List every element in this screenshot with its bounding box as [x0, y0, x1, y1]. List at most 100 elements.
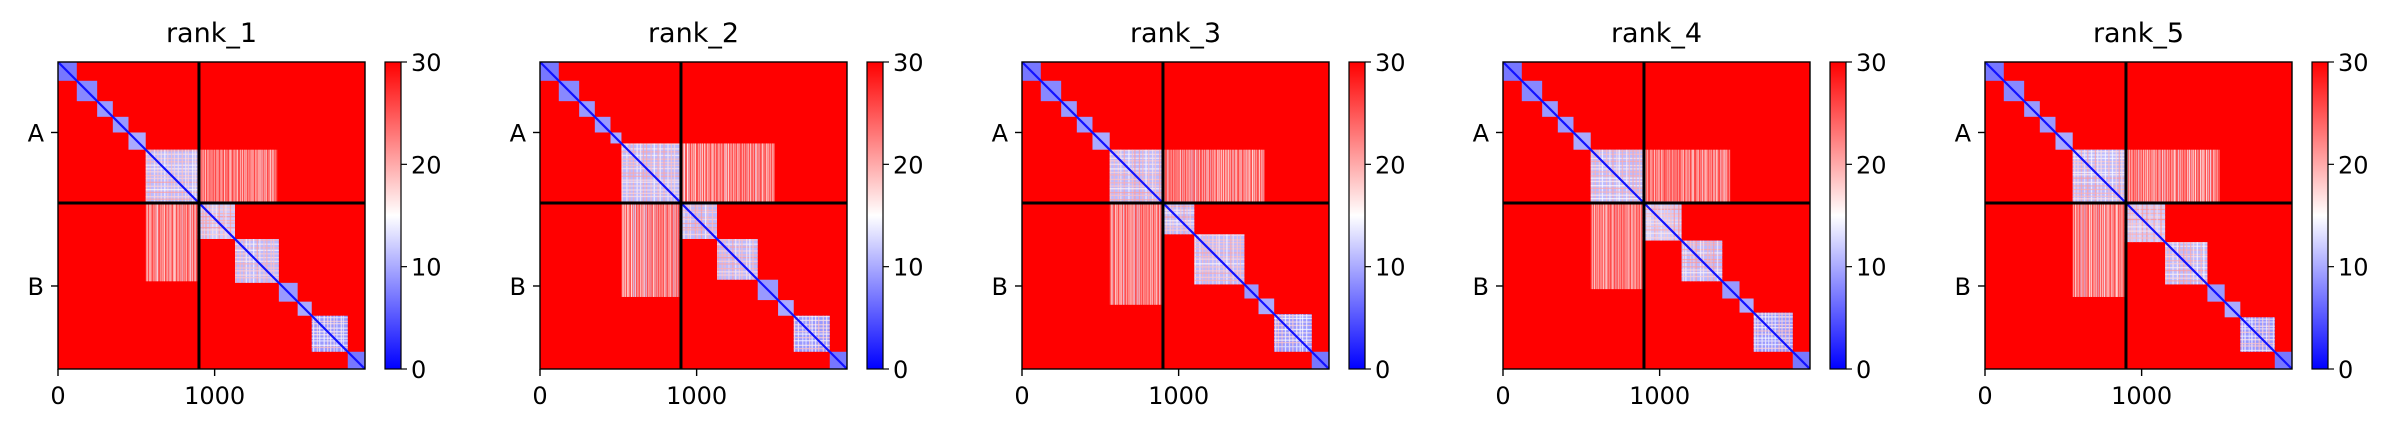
domain-texture [1784, 312, 1787, 352]
interaction-stripe [2159, 149, 2161, 202]
colorbar-tick-label: 20 [893, 151, 924, 179]
interaction-stripe [1209, 149, 1212, 202]
domain-texture [1710, 240, 1712, 282]
interaction-stripe [2090, 201, 2092, 297]
domain-texture [2124, 216, 2166, 218]
colorbar-tick-label: 20 [411, 151, 442, 179]
domain-texture [728, 238, 730, 280]
interaction-stripe [730, 143, 732, 202]
colorbar-tick-label: 0 [893, 356, 908, 384]
interaction-stripe [661, 201, 663, 297]
interaction-stripe [2084, 201, 2086, 297]
domain-texture [1635, 149, 1637, 202]
domain-texture [1109, 160, 1162, 162]
interaction-stripe [1696, 149, 1698, 202]
domain-texture [234, 277, 279, 279]
interaction-stripe [2075, 201, 2077, 297]
interaction-stripe [179, 201, 181, 282]
interaction-stripe [229, 149, 231, 202]
domain-texture [1693, 240, 1695, 282]
domain-texture [716, 250, 758, 252]
domain-texture [311, 344, 348, 346]
domain-texture [2121, 149, 2123, 202]
interaction-stripe [2181, 149, 2183, 202]
interaction-stripe [627, 201, 629, 297]
domain-texture [145, 198, 198, 200]
interaction-stripe [2174, 149, 2177, 202]
domain-texture [1109, 153, 1162, 155]
interaction-stripe [156, 201, 159, 282]
domain-texture [679, 222, 717, 225]
interaction-stripe [743, 143, 746, 202]
interaction-stripe [2151, 149, 2153, 202]
interaction-stripe [1600, 201, 1602, 290]
heatmap-image [1985, 62, 2292, 369]
interaction-stripe [750, 143, 752, 202]
interaction-stripe [1667, 149, 1669, 202]
domain-texture [1628, 149, 1630, 202]
domain-texture [711, 201, 714, 239]
domain-texture [621, 143, 680, 145]
domain-texture [716, 271, 758, 273]
domain-texture [2240, 342, 2275, 345]
interaction-stripe [628, 201, 630, 297]
interaction-stripe [1673, 149, 1675, 202]
interaction-stripe [1232, 149, 1234, 202]
domain-texture [1161, 226, 1195, 228]
colorbar-tick-label: 20 [2338, 151, 2369, 179]
interaction-stripe [632, 201, 635, 297]
domain-texture [1189, 201, 1191, 235]
interaction-stripe [1240, 149, 1242, 202]
interaction-stripe [669, 201, 672, 297]
domain-texture [1145, 149, 1147, 202]
interaction-stripe [769, 143, 771, 202]
domain-texture [1753, 343, 1793, 346]
domain-texture [1232, 234, 1234, 285]
interaction-stripe [688, 143, 690, 202]
domain-texture [1590, 191, 1643, 193]
interaction-stripe [1662, 149, 1664, 202]
domain-texture [825, 315, 828, 352]
domain-texture [793, 336, 830, 339]
domain-texture [2072, 188, 2125, 191]
domain-texture [818, 315, 820, 352]
domain-texture [197, 233, 235, 236]
domain-texture [1590, 187, 1643, 189]
domain-texture [626, 143, 628, 202]
domain-texture [1753, 316, 1793, 318]
interaction-stripe [2138, 149, 2140, 202]
interaction-stripe [1206, 149, 1208, 202]
domain-texture [1642, 237, 1682, 239]
interaction-stripe [2186, 149, 2189, 202]
domain-texture [621, 185, 680, 187]
panel-title: rank_5 [2093, 18, 2184, 49]
domain-texture [793, 340, 830, 342]
domain-texture [316, 315, 319, 352]
interaction-stripe [252, 149, 254, 202]
domain-texture [2192, 242, 2195, 285]
interaction-stripe [741, 143, 744, 202]
domain-texture [145, 189, 198, 191]
x-tick-label: 0 [50, 382, 65, 410]
domain-texture [323, 315, 325, 352]
interaction-stripe [1660, 149, 1663, 202]
interaction-stripe [202, 149, 204, 202]
colorbar-tick-label: 10 [2338, 254, 2369, 282]
domain-texture [1194, 276, 1245, 278]
interaction-stripe [183, 201, 185, 282]
domain-texture [2146, 201, 2148, 243]
domain-texture [724, 238, 726, 280]
interaction-stripe [708, 143, 710, 202]
domain-texture [745, 238, 748, 280]
domain-texture [1194, 279, 1245, 282]
interaction-stripe [2184, 149, 2186, 202]
domain-texture [721, 238, 723, 280]
interaction-stripe [261, 149, 263, 202]
interaction-stripe [1612, 201, 1614, 290]
interaction-stripe [1115, 201, 1117, 305]
interaction-stripe [654, 201, 656, 297]
x-tick-label: 1000 [184, 382, 245, 410]
domain-texture [1161, 220, 1195, 222]
interaction-stripe [244, 149, 246, 202]
interaction-stripe [1597, 201, 1600, 290]
